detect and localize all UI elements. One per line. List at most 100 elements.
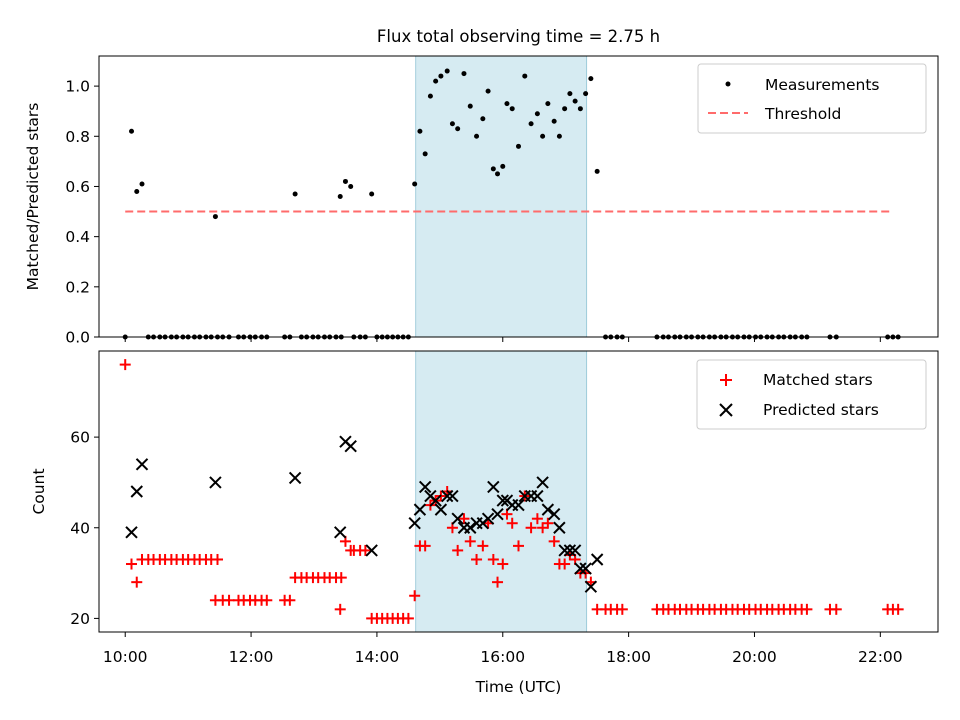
predicted-star-point: [541, 503, 555, 516]
matched-star-point: [409, 590, 421, 602]
matched-star-point: [487, 553, 499, 565]
measurement-point: [422, 151, 428, 157]
bottom-legend: Matched stars Predicted stars: [696, 359, 927, 430]
predicted-star-point: [125, 526, 138, 539]
top-y-tick-label: 0.4: [65, 228, 90, 246]
predicted-star-point: [574, 562, 587, 575]
predicted-star-point: [536, 476, 549, 489]
predicted-star-point: [135, 458, 149, 471]
x-axis-label: Time (UTC): [475, 678, 562, 696]
predicted-star-point: [408, 517, 421, 530]
predicted-star-point: [531, 489, 544, 503]
measurement-point: [485, 88, 491, 94]
bottom-x-ticks: 10:00 12:00 14:00 16:00 18:00 20:00 22:00: [103, 632, 903, 666]
predicted-star-point: [451, 512, 464, 525]
measurement-point: [572, 98, 578, 104]
measurement-point: [412, 181, 418, 187]
measurement-point: [556, 133, 562, 139]
measurement-point: [480, 116, 486, 122]
matched-star-point: [830, 603, 842, 615]
bottom-y-tick-label: 20: [70, 610, 90, 628]
matched-star-point: [471, 553, 483, 565]
predicted-star-point: [418, 480, 432, 494]
x-tick-label: 18:00: [606, 648, 651, 666]
measurement-point: [551, 118, 557, 124]
matched-star-point: [513, 540, 524, 552]
measurement-point: [449, 121, 455, 127]
top-panel: 0.0 0.2 0.4 0.6 0.8 1.0 Matched/Predicted sta…: [24, 55, 939, 347]
measurement-point: [129, 128, 135, 134]
x-tick-label: 22:00: [858, 648, 903, 666]
matched-star-point: [131, 576, 143, 588]
matched-star-point: [497, 558, 509, 570]
top-y-axis-label: Matched/Predicted stars: [24, 103, 42, 291]
matched-star-point: [559, 558, 571, 570]
top-y-tick-label: 1.0: [65, 78, 90, 96]
measurement-point: [522, 73, 528, 79]
matched-star-point: [359, 544, 371, 556]
measurement-point: [455, 126, 461, 132]
measurement-point: [444, 68, 450, 74]
predicted-star-point: [464, 521, 477, 534]
top-y-tick-label: 0.0: [65, 329, 90, 347]
x-tick-label: 10:00: [103, 648, 148, 666]
measurement-point: [292, 191, 298, 197]
matched-star-point: [531, 513, 543, 525]
bottom-matched-points: [119, 359, 904, 624]
legend-predicted-marker: [719, 403, 733, 417]
legend-measurements-label: Measurements: [765, 76, 880, 94]
predicted-star-point: [440, 489, 454, 503]
matched-star-point: [452, 544, 464, 556]
top-y-tick-label: 0.2: [65, 278, 90, 296]
measurement-point: [567, 91, 573, 97]
measurement-point: [134, 188, 140, 194]
measurement-point: [369, 191, 375, 197]
top-highlight-span: [415, 55, 588, 338]
matched-star-point: [284, 594, 296, 606]
x-tick-label: 20:00: [732, 648, 777, 666]
matched-star-point: [126, 558, 138, 570]
chart-title: Flux total observing time = 2.75 h: [377, 27, 660, 46]
matched-star-point: [525, 522, 537, 534]
legend-matched-marker: [720, 374, 732, 386]
predicted-star-point: [487, 480, 500, 494]
predicted-star-point: [590, 553, 604, 566]
top-y-tick-label: 0.6: [65, 178, 90, 196]
measurement-point: [342, 178, 348, 184]
matched-star-point: [223, 594, 235, 606]
measurement-point: [337, 194, 343, 199]
legend-measurements-marker: [725, 81, 731, 87]
bottom-y-axis-label: Count: [30, 468, 48, 514]
legend-matched-label: Matched stars: [763, 371, 873, 389]
measurement-point: [594, 168, 600, 174]
measurement-point: [348, 183, 354, 189]
x-tick-label: 16:00: [480, 648, 525, 666]
measurement-point: [495, 171, 501, 177]
matched-star-point: [548, 535, 560, 547]
matched-star-point: [402, 612, 414, 624]
top-axes-frame: [98, 55, 939, 338]
predicted-star-point: [334, 526, 347, 539]
measurement-point: [528, 121, 534, 127]
predicted-star-point: [512, 498, 525, 512]
predicted-star-point: [209, 476, 222, 489]
measurement-point: [461, 71, 467, 77]
matched-star-point: [119, 359, 131, 371]
bottom-panel: 20 40 60 10:00 12:00 14:00 16:00 18:00 20:00 22:…: [30, 350, 939, 696]
predicted-star-point: [584, 580, 598, 593]
top-x-ticks: [124, 337, 881, 342]
measurement-point: [467, 103, 473, 109]
measurement-point: [490, 166, 496, 172]
measurement-point: [562, 106, 568, 112]
measurement-point: [545, 101, 551, 107]
measurement-point: [139, 181, 145, 187]
top-legend: Measurements Threshold: [697, 63, 927, 134]
measurement-point: [504, 101, 510, 107]
top-y-ticks: 0.0 0.2 0.4 0.6 0.8 1.0: [65, 78, 99, 347]
measurement-point: [583, 91, 589, 97]
predicted-star-point: [491, 507, 504, 521]
measurement-point: [212, 214, 218, 220]
predicted-star-point: [344, 439, 357, 453]
matched-star-point: [477, 540, 489, 552]
